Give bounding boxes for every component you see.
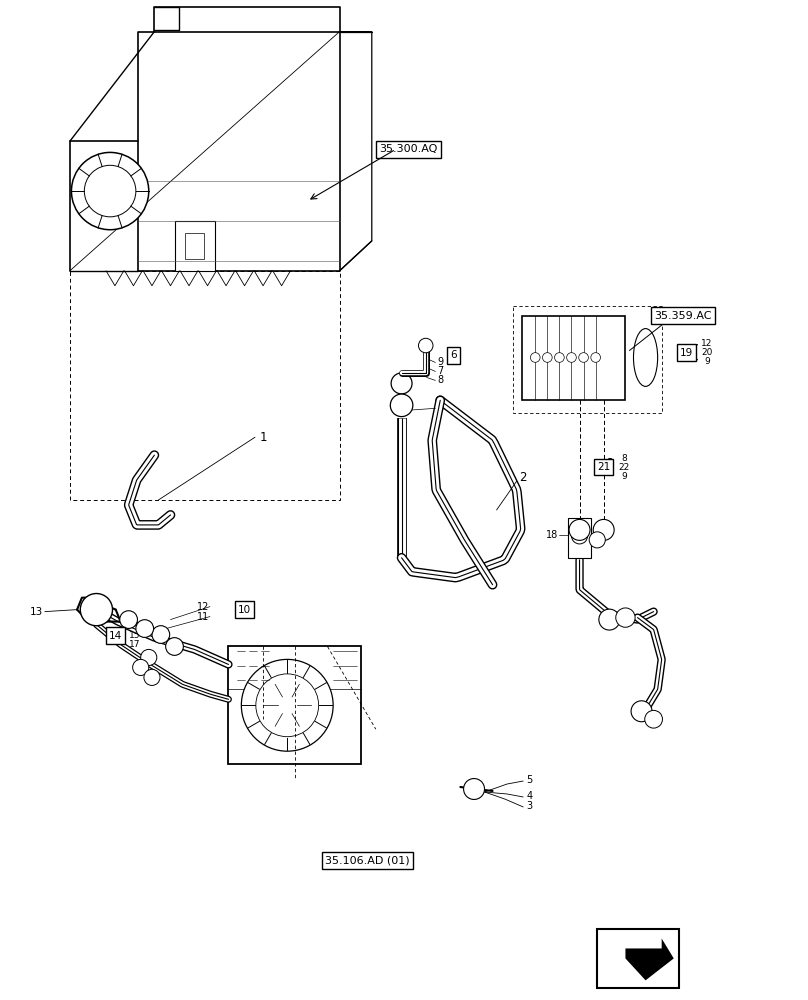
Text: 35.359.AC: 35.359.AC	[654, 311, 711, 321]
Circle shape	[554, 353, 564, 362]
Circle shape	[631, 701, 652, 722]
Text: [: [	[607, 458, 613, 476]
Text: 9: 9	[621, 472, 627, 481]
Text: 13: 13	[30, 607, 44, 617]
Circle shape	[530, 353, 540, 362]
Circle shape	[571, 528, 587, 544]
Circle shape	[242, 659, 333, 751]
Circle shape	[589, 532, 605, 548]
Circle shape	[84, 165, 136, 217]
Text: 1: 1	[259, 431, 267, 444]
Text: 4: 4	[526, 791, 532, 801]
Text: [: [	[117, 627, 124, 645]
Circle shape	[566, 353, 576, 362]
Circle shape	[144, 669, 160, 685]
Bar	[513, 306, 662, 413]
Ellipse shape	[633, 329, 658, 386]
Circle shape	[390, 394, 413, 417]
Text: 9: 9	[437, 357, 443, 367]
Circle shape	[256, 674, 318, 737]
Text: 5: 5	[526, 775, 532, 785]
Text: 12: 12	[701, 339, 713, 348]
Text: 15: 15	[128, 631, 140, 640]
Bar	[69, 271, 339, 500]
Text: 12: 12	[197, 602, 209, 612]
Text: S
S: S S	[193, 240, 196, 251]
Circle shape	[599, 609, 620, 630]
Text: 14: 14	[109, 631, 122, 641]
Text: 18: 18	[546, 530, 558, 540]
Circle shape	[71, 152, 149, 230]
Text: 21: 21	[597, 462, 610, 472]
Bar	[175, 221, 215, 271]
Bar	[568, 518, 591, 558]
Text: 9: 9	[704, 357, 709, 366]
Text: 35.106.AD (01): 35.106.AD (01)	[326, 856, 410, 866]
Circle shape	[464, 779, 485, 799]
Text: 17: 17	[128, 640, 140, 649]
Circle shape	[591, 353, 600, 362]
Text: 19: 19	[680, 348, 693, 358]
Bar	[229, 646, 361, 764]
Circle shape	[391, 373, 412, 394]
Circle shape	[569, 519, 590, 540]
Text: 10: 10	[238, 605, 251, 615]
Circle shape	[136, 620, 154, 637]
Bar	[522, 316, 625, 400]
Text: 6: 6	[451, 350, 457, 360]
Circle shape	[120, 611, 137, 628]
Circle shape	[141, 649, 157, 666]
Circle shape	[542, 353, 552, 362]
Text: 20: 20	[701, 348, 713, 357]
Circle shape	[419, 338, 433, 353]
Text: 35.300.AQ: 35.300.AQ	[380, 144, 438, 154]
Text: 2: 2	[520, 471, 527, 484]
Bar	[597, 929, 680, 988]
Text: 22: 22	[618, 463, 629, 472]
Polygon shape	[613, 938, 674, 980]
Text: 8: 8	[621, 454, 627, 463]
Text: 7: 7	[437, 366, 444, 376]
Circle shape	[166, 638, 183, 655]
Text: 3: 3	[526, 801, 532, 811]
Text: 8: 8	[437, 375, 443, 385]
Text: [: [	[693, 344, 700, 362]
Circle shape	[645, 710, 663, 728]
Text: 8: 8	[437, 403, 443, 413]
Circle shape	[152, 626, 170, 643]
Bar	[185, 233, 204, 259]
Circle shape	[133, 659, 149, 675]
Text: 16: 16	[128, 622, 140, 631]
Circle shape	[616, 608, 635, 627]
Text: 11: 11	[197, 612, 209, 622]
Circle shape	[579, 353, 588, 362]
Circle shape	[593, 519, 614, 540]
Circle shape	[80, 594, 112, 626]
